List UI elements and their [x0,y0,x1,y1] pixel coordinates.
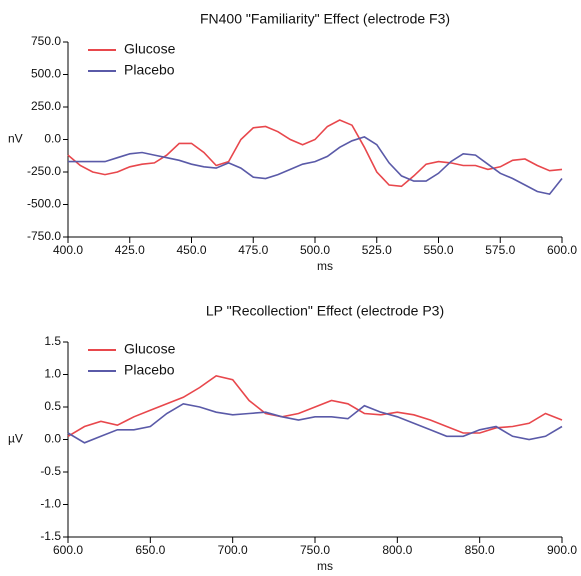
y-tick-label: -250.0 [27,164,61,178]
legend-label: Glucose [124,41,176,57]
legend-label: Placebo [124,362,175,378]
x-axis-label: ms [317,259,333,273]
y-tick-label: 0.5 [44,399,61,413]
series-line [67,119,563,188]
y-tick-label: -1.0 [40,497,61,511]
x-tick-label: 900.0 [547,543,577,557]
y-tick-label: 1.0 [44,367,61,381]
chart-title: LP "Recollection" Effect (electrode P3) [206,303,444,319]
x-tick-label: 550.0 [423,243,453,257]
y-tick-label: 250.0 [31,99,61,113]
y-tick-label: 0.0 [44,132,61,146]
x-tick-label: 850.0 [465,543,495,557]
y-axis-label: µV [8,432,23,446]
series-line [67,402,563,444]
x-axis-label: ms [317,559,333,573]
y-tick-label: 1.5 [44,334,61,348]
x-tick-label: 650.0 [135,543,165,557]
x-tick-label: 400.0 [53,243,83,257]
y-tick-label: -500.0 [27,197,61,211]
y-tick-label: 500.0 [31,67,61,81]
x-tick-label: 425.0 [115,243,145,257]
legend-label: Placebo [124,62,175,78]
x-tick-label: 450.0 [176,243,206,257]
y-tick-label: -0.5 [40,464,61,478]
x-tick-label: 750.0 [300,543,330,557]
x-tick-label: 800.0 [382,543,412,557]
y-tick-label: -750.0 [27,229,61,243]
x-tick-label: 700.0 [218,543,248,557]
series-line [67,374,563,437]
x-tick-label: 475.0 [238,243,268,257]
x-tick-label: 600.0 [53,543,83,557]
series-line [68,136,563,195]
y-tick-label: 0.0 [44,432,61,446]
x-tick-label: 525.0 [362,243,392,257]
y-axis-label: nV [8,132,23,146]
x-tick-label: 600.0 [547,243,577,257]
chart-title: FN400 "Familiarity" Effect (electrode F3… [200,11,450,27]
x-tick-label: 575.0 [485,243,515,257]
x-tick-label: 500.0 [300,243,330,257]
y-tick-label: -1.5 [40,529,61,543]
y-tick-label: 750.0 [31,34,61,48]
legend-label: Glucose [124,341,176,357]
